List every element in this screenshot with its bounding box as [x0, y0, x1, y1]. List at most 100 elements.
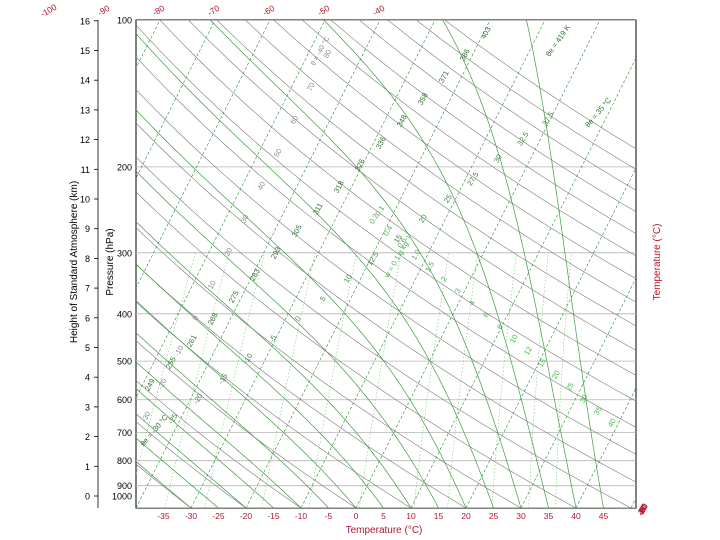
mixing-ratio-line: [447, 252, 479, 508]
dry-adiabat-line: [136, 191, 577, 508]
right-temperature-axis-label: Temperature (°C): [652, 224, 663, 301]
mixing-ratio-label: 40: [606, 417, 618, 429]
height-tick-label: 16: [80, 16, 90, 26]
mixing-ratio-label: 25: [564, 381, 576, 393]
dry-adiabat-label: 20: [222, 246, 234, 258]
mixing-ratio-label: 20: [550, 369, 562, 381]
height-tick-label: 7: [85, 284, 90, 294]
moist-adiabat-line: [136, 461, 192, 508]
moist-adiabat-line: [136, 221, 412, 508]
top-temperature-tick-label: -100: [39, 2, 59, 19]
top-temperature-tick-label: -70: [206, 3, 222, 18]
dry-adiabat-line: [136, 463, 192, 508]
moist-adiabat-line: [136, 32, 494, 508]
height-tick-label: 10: [80, 195, 90, 205]
mixing-ratio-label: 10: [508, 333, 520, 345]
height-tick-label: 14: [80, 76, 90, 86]
bottom-temperature-tick-label: -10: [295, 511, 308, 521]
mixing-ratio-label: 4: [467, 299, 477, 307]
mixing-ratio-label: 35: [592, 405, 604, 417]
dry-adiabat-label: -30: [139, 410, 152, 424]
bottom-temperature-tick-label: -35: [157, 511, 170, 521]
dry-adiabat-label: 70: [305, 81, 317, 93]
top-temperature-tick-label: -90: [96, 3, 112, 18]
left-height-axis-label: Height of Standard Atmosphere (km): [69, 181, 80, 343]
dry-adiabat-label: -20: [156, 377, 169, 391]
bottom-temperature-tick-label: -20: [240, 511, 253, 521]
pressure-tick-label: 600: [117, 395, 132, 405]
dry-adiabat-line: [273, 20, 636, 280]
dry-adiabat-line: [136, 122, 636, 483]
dry-adiabat-line: [136, 380, 302, 508]
diagram-grid: [136, 20, 720, 508]
dry-adiabat-label: 30: [239, 213, 251, 225]
pressure-tick-label: 800: [117, 456, 132, 466]
mixing-ratio-label: 8: [495, 323, 505, 331]
mixing-ratio-line: [413, 252, 449, 508]
isotherm-line: [630, 497, 636, 508]
isotherm-line: [520, 277, 636, 508]
right-temperature-tick-label: 20: [636, 503, 650, 516]
mixing-ratio-label: 12: [522, 345, 534, 357]
dry-adiabat-line: [136, 24, 636, 402]
right-temperature-tick-label: 0: [637, 505, 648, 514]
mixing-ratio-line: [555, 252, 572, 508]
moist-adiabat-label: 30: [492, 153, 504, 165]
mixing-ratio-line: [261, 252, 316, 508]
pressure-tick-label: 100: [117, 16, 132, 26]
pressure-tick-label: 200: [117, 162, 132, 172]
bottom-temperature-tick-label: 40: [571, 511, 581, 521]
height-tick-label: 6: [85, 313, 90, 323]
bottom-temperature-tick-label: 35: [544, 511, 554, 521]
moist-adiabat-label: 15: [392, 233, 404, 245]
bottom-temperature-tick-label: 10: [406, 511, 416, 521]
moist-adiabat-line: [323, 20, 549, 508]
height-tick-label: 4: [85, 373, 90, 383]
dry-adiabat-label: 0: [190, 314, 200, 322]
moist-adiabat-line: [136, 300, 357, 508]
axes: 0123456789101112131415161000900800700600…: [39, 2, 650, 521]
moist-adiabat-line: [136, 437, 219, 508]
pressure-tick-label: 1000: [112, 492, 132, 502]
moist-adiabat-label: 5: [318, 295, 328, 303]
moist-adiabat-label: 20: [417, 213, 429, 225]
moist-adiabat-line: [136, 170, 439, 508]
moist-adiabat-line: [442, 20, 577, 508]
dry-adiabat-line: [159, 20, 636, 376]
dry-adiabat-line: [136, 56, 636, 428]
dry-adiabat-label: 10: [206, 279, 218, 291]
bottom-temperature-tick-label: 5: [381, 511, 386, 521]
dry-adiabat-line: [245, 20, 636, 303]
height-tick-label: 3: [85, 402, 90, 412]
top-temperature-tick-label: -40: [371, 3, 387, 18]
dry-adiabat-line: [136, 340, 357, 508]
bottom-temperature-axis-label: Temperature (°C): [346, 525, 423, 536]
moist-adiabat-line: [526, 20, 604, 508]
bottom-temperature-tick-label: -30: [185, 511, 198, 521]
moist-adiabat-label: -5: [267, 333, 278, 343]
height-tick-label: 15: [80, 46, 90, 56]
right-temperature-tick-label: 30: [636, 503, 650, 516]
bottom-temperature-tick-label: 15: [434, 511, 444, 521]
moist-adiabat-line: [136, 263, 384, 508]
moist-adiabat-label: 10: [342, 273, 354, 285]
dry-adiabat-line: [188, 20, 636, 351]
height-tick-label: 0: [85, 492, 90, 502]
isotherm-line: [136, 20, 271, 289]
dry-adiabat-line: [136, 227, 522, 508]
isotherm-line: [465, 167, 636, 508]
height-tick-label: 5: [85, 343, 90, 353]
pressure-axis-label: Pressure (hPa): [105, 228, 116, 295]
moist-adiabat-line: [136, 109, 467, 508]
height-tick-label: 11: [81, 165, 90, 175]
mixing-ratio-label: 15: [536, 357, 548, 369]
moist-adiabat-line: [136, 361, 302, 508]
dry-adiabat-label: -10: [172, 344, 185, 358]
mixing-ratio-line: [359, 252, 402, 508]
isotherm-line: [686, 20, 720, 508]
top-temperature-tick-label: -80: [151, 3, 167, 18]
bottom-temperature-tick-label: 45: [599, 511, 609, 521]
dry-adiabat-line: [136, 156, 632, 508]
right-temperature-tick-label: 40: [636, 503, 650, 516]
